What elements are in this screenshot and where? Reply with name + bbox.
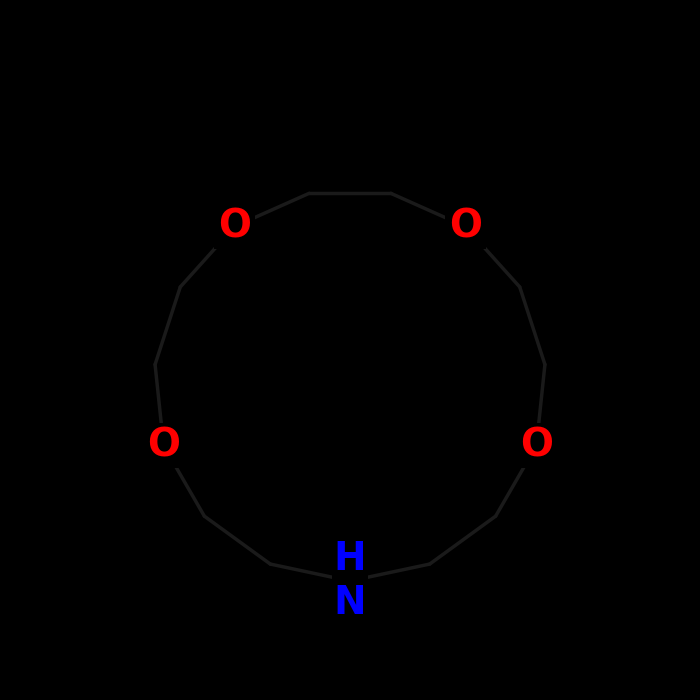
Text: O: O: [147, 426, 180, 465]
Text: O: O: [449, 207, 482, 246]
Text: O: O: [218, 207, 251, 246]
Text: O: O: [520, 426, 553, 465]
Text: H
N: H N: [334, 540, 366, 622]
